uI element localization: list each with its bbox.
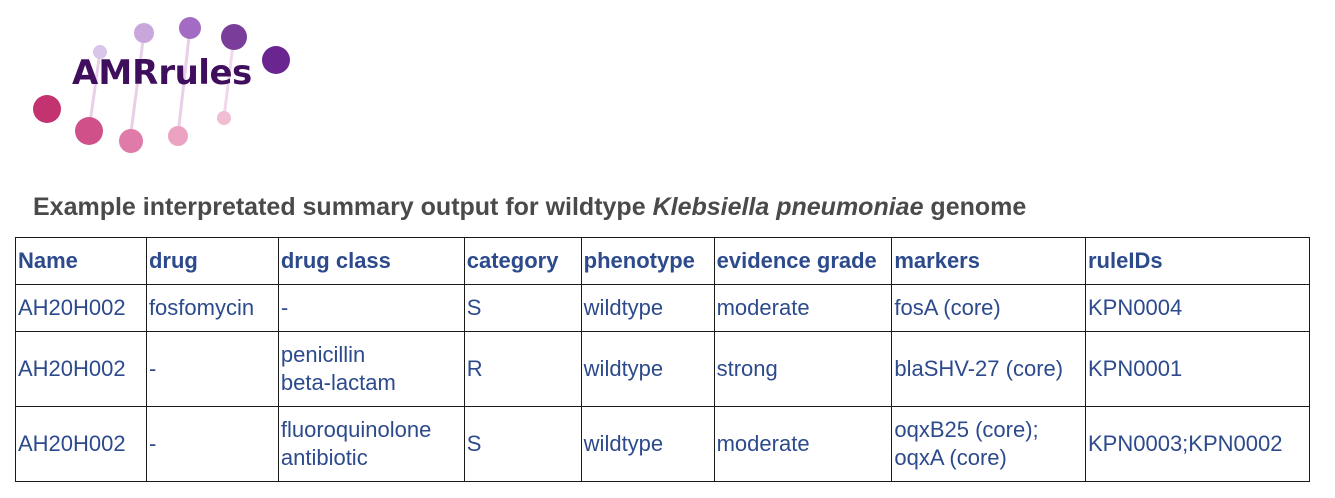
cell-rule-ids: KPN0003;KPN0002 <box>1085 406 1310 482</box>
cell-name: AH20H002 <box>15 331 147 407</box>
cell-rule-ids: KPN0004 <box>1085 284 1310 332</box>
column-header-phenotype: phenotype <box>580 237 715 285</box>
cell-markers: oqxB25 (core); oqxA (core) <box>891 406 1086 482</box>
organism-name: Klebsiella pneumoniae <box>652 193 924 221</box>
cell-drug: - <box>145 406 279 482</box>
cell-markers: fosA (core) <box>891 284 1086 332</box>
column-header-markers: markers <box>891 237 1086 285</box>
cell-category: R <box>463 331 582 407</box>
cell-drug-class: - <box>277 284 465 332</box>
table-row: AH20H002 - fluoroquinolone antibiotic S … <box>15 406 1310 482</box>
logo-wordmark: AMRrules <box>72 53 252 93</box>
column-header-category: category <box>463 237 582 285</box>
cell-drug-class: fluoroquinolone antibiotic <box>277 406 465 482</box>
column-header-evidence-grade: evidence grade <box>713 237 893 285</box>
cell-category: S <box>463 284 582 332</box>
table-row: AH20H002 fosfomycin - S wildtype moderat… <box>15 284 1310 332</box>
page-heading: Example interpretated summary output for… <box>33 193 1027 221</box>
column-header-drug-class: drug class <box>277 237 465 285</box>
cell-rule-ids: KPN0001 <box>1085 331 1310 407</box>
cell-drug: fosfomycin <box>145 284 279 332</box>
cell-evidence-grade: moderate <box>713 284 893 332</box>
cell-name: AH20H002 <box>15 284 147 332</box>
cell-drug-class: penicillin beta-lactam <box>277 331 465 407</box>
cell-name: AH20H002 <box>15 406 147 482</box>
cell-evidence-grade: strong <box>713 331 893 407</box>
cell-phenotype: wildtype <box>580 284 715 332</box>
cell-category: S <box>463 406 582 482</box>
cell-phenotype: wildtype <box>580 406 715 482</box>
column-header-rule-ids: ruleIDs <box>1085 237 1310 285</box>
summary-table: Name drug drug class category phenotype … <box>15 237 1310 482</box>
cell-drug: - <box>145 331 279 407</box>
cell-markers: blaSHV-27 (core) <box>891 331 1086 407</box>
column-header-name: Name <box>15 237 147 285</box>
logo-dots-graphic <box>33 17 290 153</box>
table-header-row: Name drug drug class category phenotype … <box>15 237 1310 285</box>
cell-evidence-grade: moderate <box>713 406 893 482</box>
table-row: AH20H002 - penicillin beta-lactam R wild… <box>15 331 1310 407</box>
column-header-drug: drug <box>145 237 279 285</box>
cell-phenotype: wildtype <box>580 331 715 407</box>
amrrules-logo: AMRrules <box>0 0 320 175</box>
